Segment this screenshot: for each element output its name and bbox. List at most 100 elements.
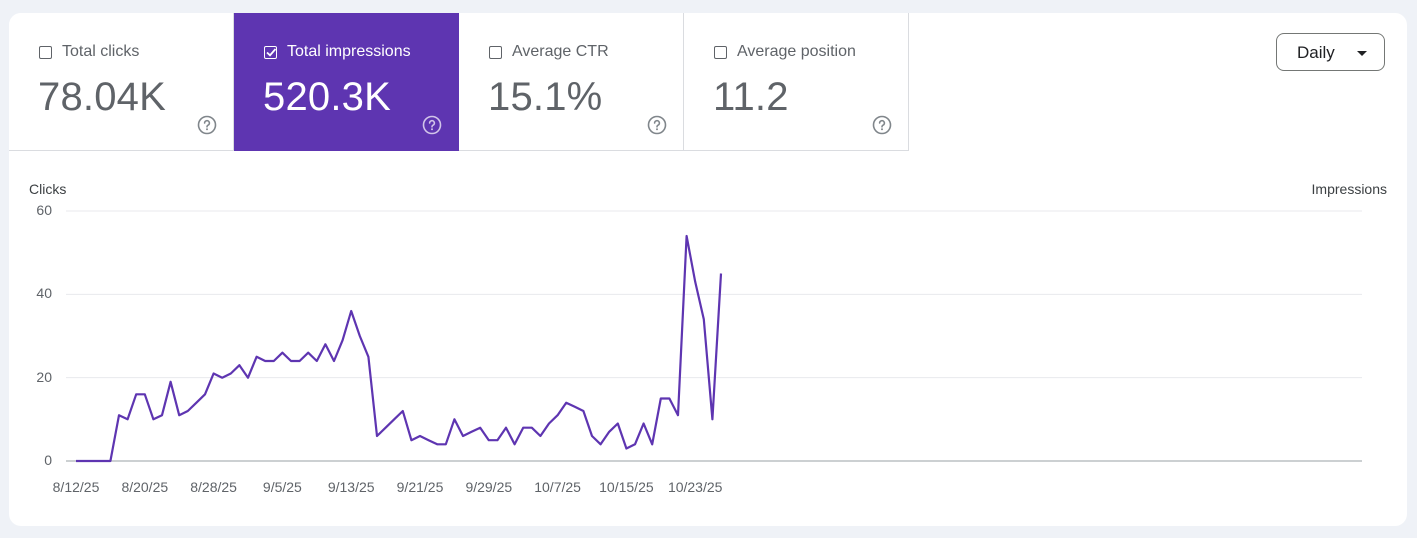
data-point	[297, 358, 303, 364]
metric-average-ctr[interactable]: Average CTR 15.1%	[459, 13, 684, 151]
metric-total-impressions[interactable]: Total impressions 520.3K	[234, 13, 459, 151]
data-point	[271, 358, 277, 364]
help-icon[interactable]	[872, 115, 892, 135]
data-point	[193, 400, 199, 406]
x-tick-label: 9/29/25	[465, 479, 513, 495]
data-point	[718, 271, 724, 277]
data-point	[340, 337, 346, 343]
data-point	[546, 421, 552, 427]
data-point	[572, 404, 578, 410]
data-point	[529, 425, 535, 431]
metric-value: 11.2	[713, 75, 789, 119]
data-point	[641, 421, 647, 427]
data-point	[494, 437, 500, 443]
data-point	[211, 371, 217, 377]
data-point	[460, 433, 466, 439]
data-point	[434, 441, 440, 447]
data-point	[632, 441, 638, 447]
metric-label: Average CTR	[512, 43, 609, 60]
data-point	[606, 429, 612, 435]
x-tick-label: 9/21/25	[396, 479, 444, 495]
help-icon[interactable]	[647, 115, 667, 135]
data-point	[348, 308, 354, 314]
metric-average-position[interactable]: Average position 11.2	[684, 13, 909, 151]
data-point	[623, 446, 629, 452]
data-point	[658, 396, 664, 402]
data-point	[709, 416, 715, 422]
data-point	[305, 350, 311, 356]
data-point	[107, 458, 113, 464]
x-tick-label: 10/23/25	[667, 479, 723, 495]
data-point	[486, 437, 492, 443]
dropdown-label: Daily	[1297, 43, 1335, 62]
data-point	[82, 458, 88, 464]
data-point	[391, 416, 397, 422]
data-point	[331, 358, 337, 364]
data-point	[245, 375, 251, 381]
data-point	[692, 279, 698, 285]
data-point	[580, 408, 586, 414]
metric-total-clicks[interactable]: Total clicks 78.04K	[9, 13, 234, 151]
metric-tabs: Total clicks 78.04K Total impressions 52…	[9, 13, 909, 151]
y-axis-right-title: Impressions	[1311, 181, 1387, 197]
data-point	[236, 362, 242, 368]
data-point	[314, 358, 320, 364]
y-tick-label: 40	[36, 285, 52, 302]
checkbox-icon[interactable]	[489, 46, 502, 59]
data-point	[133, 391, 139, 397]
data-point	[228, 371, 234, 377]
data-point	[400, 408, 406, 414]
line-chart	[66, 210, 1362, 464]
data-point	[684, 233, 690, 239]
data-point	[365, 354, 371, 360]
metric-value: 520.3K	[263, 75, 391, 119]
data-point	[90, 458, 96, 464]
data-point	[168, 379, 174, 385]
x-tick-label: 8/20/25	[121, 479, 169, 495]
checkbox-checked-icon[interactable]	[264, 46, 277, 59]
help-icon[interactable]	[197, 115, 217, 135]
data-point	[537, 433, 543, 439]
data-point	[451, 416, 457, 422]
granularity-dropdown[interactable]: Daily	[1276, 33, 1385, 71]
y-tick-label: 60	[36, 202, 52, 218]
data-point	[125, 416, 131, 422]
data-point	[469, 429, 475, 435]
data-point	[288, 358, 294, 364]
data-point	[254, 354, 260, 360]
data-point	[598, 441, 604, 447]
data-point	[555, 412, 561, 418]
help-icon[interactable]	[422, 115, 442, 135]
x-tick-label: 8/12/25	[52, 479, 100, 495]
performance-card: Total clicks 78.04K Total impressions 52…	[9, 13, 1407, 526]
y-axis-left-title: Clicks	[29, 181, 67, 197]
caret-down-icon	[1357, 51, 1367, 56]
data-point	[383, 425, 389, 431]
x-tick-label: 10/7/25	[534, 479, 581, 495]
data-point	[99, 458, 105, 464]
data-point	[443, 441, 449, 447]
data-point	[142, 391, 148, 397]
data-point	[563, 400, 569, 406]
checkbox-icon[interactable]	[714, 46, 727, 59]
data-point	[219, 375, 225, 381]
data-point	[477, 425, 483, 431]
data-point	[159, 412, 165, 418]
data-point	[374, 433, 380, 439]
checkbox-icon[interactable]	[39, 46, 52, 59]
metric-value: 78.04K	[38, 75, 166, 119]
data-point	[322, 341, 328, 347]
data-point	[279, 350, 285, 356]
metric-label: Total impressions	[287, 43, 411, 60]
x-tick-label: 9/13/25	[327, 479, 375, 495]
data-point	[701, 316, 707, 322]
y-tick-label: 0	[44, 452, 52, 468]
data-point	[150, 416, 156, 422]
data-point	[262, 358, 268, 364]
data-point	[73, 458, 79, 464]
data-point	[357, 333, 363, 339]
data-point	[116, 412, 122, 418]
data-point	[426, 437, 432, 443]
data-point	[185, 408, 191, 414]
x-tick-label: 10/15/25	[599, 479, 654, 495]
